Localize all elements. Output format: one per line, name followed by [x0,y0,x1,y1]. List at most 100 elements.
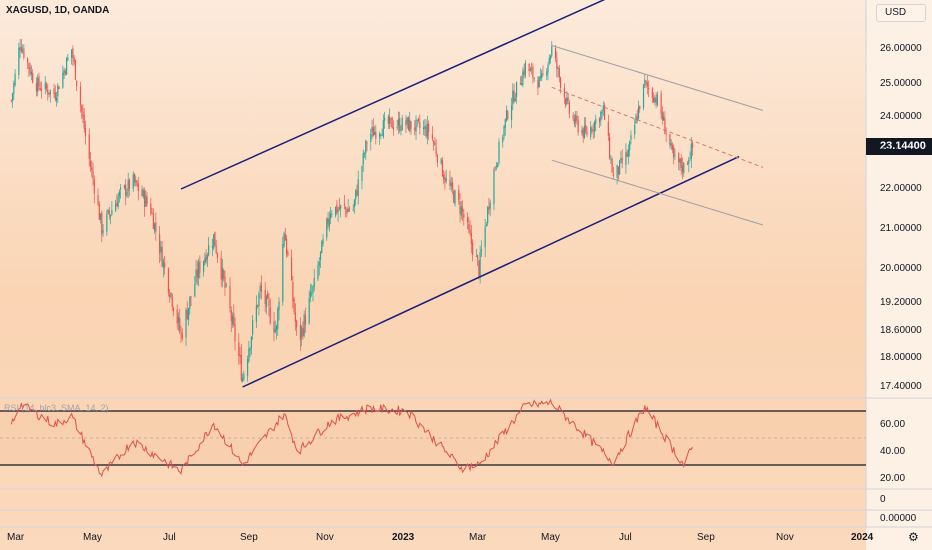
candle-body [461,207,464,212]
candle-body [493,169,495,205]
candle-body [221,267,224,281]
symbol-title[interactable]: XAGUSD, 1D, OANDA [6,5,110,16]
candle-body [602,105,604,110]
candle-body [132,174,134,189]
candle-body [396,126,398,128]
price-axis-label: 21.00000 [880,223,922,234]
candle-body [19,47,21,50]
candle-body [370,133,372,143]
candle-body [515,81,518,97]
candle-body [502,137,504,142]
candle-body [57,84,59,97]
candle-body [433,141,435,144]
candle-body [477,254,479,260]
candle-body [141,189,143,196]
candle-body [153,223,156,231]
candlestick-series[interactable] [10,38,694,383]
candle-body [639,105,641,110]
candle-body [343,204,345,206]
candle-body [669,133,671,145]
candle-body [425,126,427,137]
candle-body [488,206,490,211]
candle-body [249,348,251,351]
candle-body [171,294,173,307]
trend-drawings[interactable] [180,0,764,388]
price-axis-label: 22.00000 [880,183,922,194]
candle-body [355,189,357,200]
rsi-axis-label: 60.00 [880,418,906,430]
settings-gear-icon[interactable]: ⚙ [908,530,919,544]
candle-body [58,86,60,89]
candle-body [475,256,477,257]
candle-body [513,90,515,102]
candle-body [98,204,100,220]
candle-body [283,232,285,246]
pane3-axis-label: 0 [880,494,886,505]
candle-body [145,195,147,207]
candle-body [674,155,676,156]
candle-body [514,98,516,101]
candle-body [252,319,254,335]
candle-body [541,73,543,79]
candle-body [619,160,621,175]
candle-body [558,67,560,78]
candle-body [27,58,29,63]
candle-body [686,163,689,165]
candle-body [181,333,183,339]
candle-body [401,117,403,131]
candle-body [460,206,462,216]
candle-body [688,160,690,164]
candle-body [463,213,465,218]
candle-body [409,119,411,132]
candle-body [275,326,278,331]
candle-body [621,157,623,164]
candle-body [537,79,539,89]
candle-body [186,310,188,319]
candle-body [23,48,25,58]
candle-body [634,124,636,135]
candle-body [74,60,77,80]
candle-body [290,257,293,281]
candle-body [382,120,384,137]
candle-body [160,246,162,252]
price-axis-background[interactable] [866,0,932,550]
candle-body [213,234,215,249]
candle-body [608,137,611,159]
candle-body [243,373,245,380]
candle-body [678,153,680,163]
candle-body [453,190,455,203]
rsi-line [10,398,693,477]
candle-body [292,282,294,302]
currency-button[interactable]: USD [876,4,926,22]
candle-body [82,111,84,118]
candle-body [352,209,354,211]
rsi-axis-label: 20.00 [880,472,906,484]
candle-body [576,115,578,121]
price-axis-label: 25.00000 [880,78,922,89]
price-axis-label: 18.60000 [880,325,922,336]
candle-body [18,47,20,75]
candle-body [378,133,381,137]
candle-body [299,324,301,341]
time-axis-label: Nov [776,532,794,543]
candle-body [479,251,481,276]
candle-body [177,316,180,323]
ascending-channel-lower-line [242,155,740,388]
candle-body [406,117,408,125]
candle-body [507,111,509,119]
candle-body [35,83,38,92]
candle-body [29,67,31,75]
candle-body [137,183,139,192]
candle-body [410,121,412,129]
candle-body [303,314,305,336]
candle-body [106,213,108,232]
candle-body [92,170,94,180]
candle-body [549,55,552,60]
candle-body [309,291,312,298]
rsi-legend[interactable]: RSI (14, hlc3, SMA, 14, 2) [4,403,109,413]
candle-body [83,115,85,129]
time-axis-label: Mar [469,532,487,543]
candle-body [592,129,594,131]
candle-body [117,196,119,208]
